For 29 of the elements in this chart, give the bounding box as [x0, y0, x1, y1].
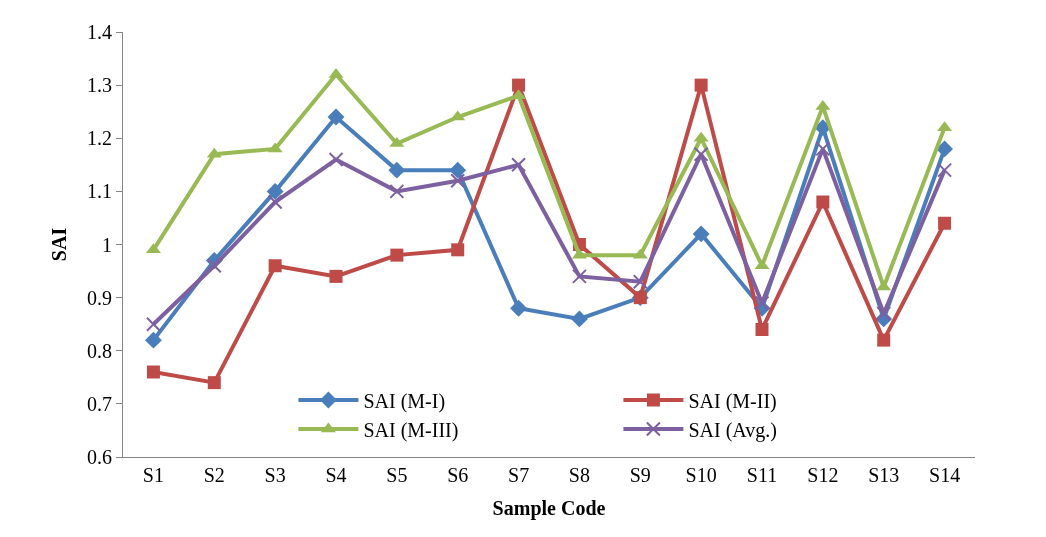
legend-label: SAI (Avg.)	[688, 418, 777, 442]
legend-label: SAI (M-II)	[688, 389, 777, 413]
y-tick-label: 1.4	[87, 21, 112, 43]
x-tick-label: S11	[746, 464, 778, 486]
y-tick-label: 1.3	[87, 74, 112, 97]
x-tick-label: S12	[807, 464, 839, 486]
x-tick-label: S13	[868, 464, 900, 486]
x-tick-label: S14	[929, 464, 961, 486]
x-tick-label: S6	[447, 464, 469, 486]
y-tick-label: 1.2	[87, 127, 112, 150]
x-tick-label: S3	[264, 464, 286, 486]
y-tick-label: 1	[102, 233, 112, 256]
x-tick-label: S9	[629, 464, 651, 486]
x-tick-label: S7	[508, 464, 530, 486]
x-tick-label: S4	[325, 464, 347, 486]
x-tick-label: S10	[685, 464, 717, 486]
x-tick-label: S1	[142, 464, 164, 486]
x-tick-label: S8	[568, 464, 590, 486]
y-tick-label: 0.7	[87, 392, 112, 415]
y-tick-label: 0.9	[87, 286, 112, 309]
legend-label: SAI (M-III)	[363, 418, 459, 442]
x-axis-title: Sample Code	[492, 496, 606, 520]
y-tick-label: 0.6	[87, 446, 112, 468]
x-tick-label: S2	[203, 464, 225, 486]
y-tick-label: 0.8	[87, 339, 112, 362]
legend-label: SAI (M-I)	[363, 389, 446, 413]
x-tick-label: S5	[386, 464, 408, 486]
y-tick-label: 1.1	[87, 180, 112, 203]
y-axis-title: SAI	[47, 227, 70, 262]
